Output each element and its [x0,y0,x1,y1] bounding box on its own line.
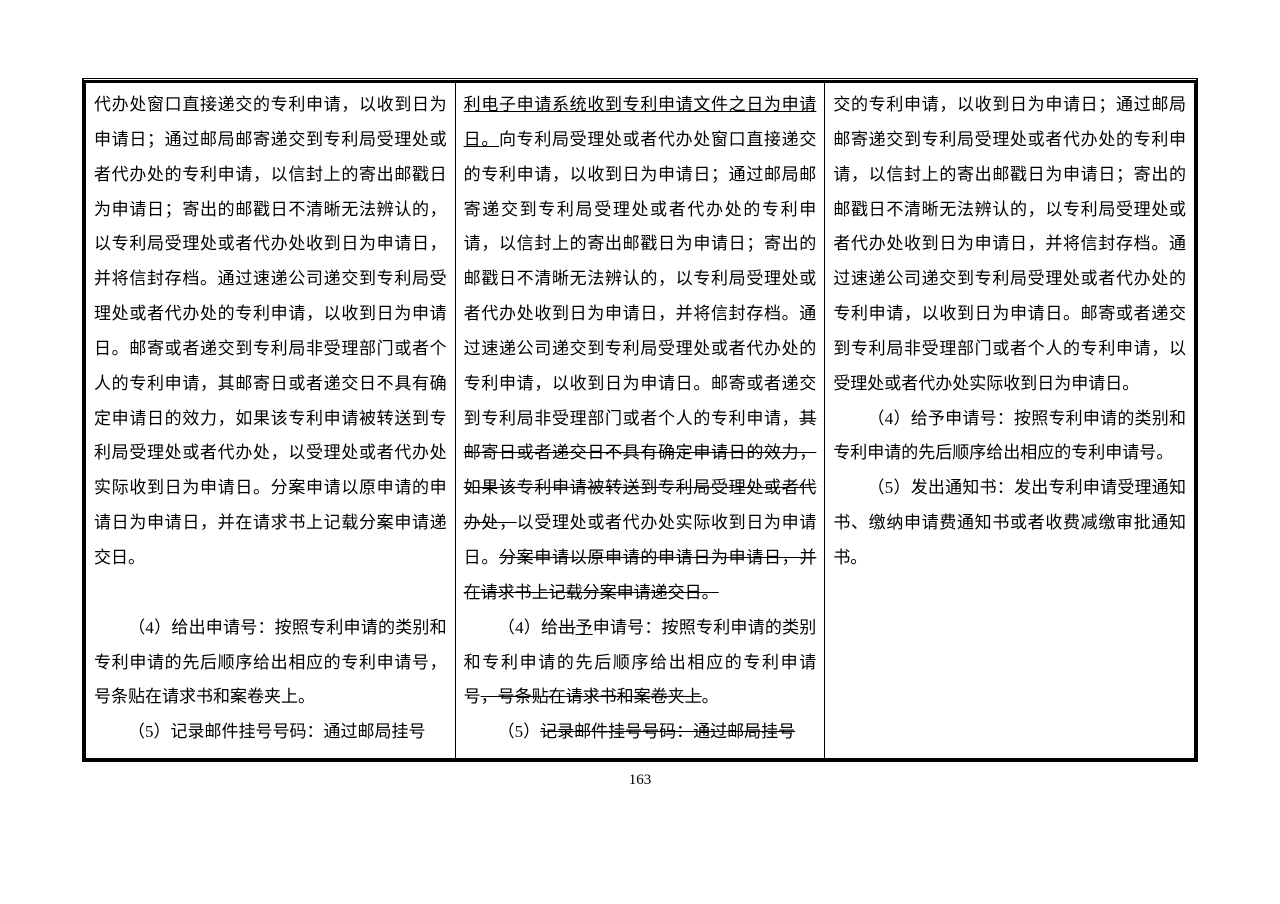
col2-p2-f: 。 [702,687,719,706]
col2-strike-5: 分案申请以原申请的申请日为申请日，并在请求书上记载分案申请递交日。 [464,548,817,602]
comparison-table-wrap: 代办处窗口直接递交的专利申请，以收到日为申请日；通过邮局邮寄递交到专利局受理处或… [82,78,1198,762]
col2-p2-c: 予 [575,618,592,637]
col1-para-3: （5）记录邮件挂号号码：通过邮局挂号 [128,722,426,741]
col2-text-2: 向专利局受理处或者代办处窗口直接递交的专利申请，以收到日为申请日；通过邮局邮寄递… [464,130,817,428]
comparison-table: 代办处窗口直接递交的专利申请，以收到日为申请日；通过邮局邮寄递交到专利局受理处或… [85,81,1195,759]
col2-p3-b: 记录邮件挂号号码：通过邮局挂号 [540,722,795,741]
document-page: 代办处窗口直接递交的专利申请，以收到日为申请日；通过邮局邮寄递交到专利局受理处或… [0,0,1280,904]
col1-para-1: 代办处窗口直接递交的专利申请，以收到日为申请日；通过邮局邮寄递交到专利局受理处或… [94,95,447,567]
col3-para-2: （4）给予申请号：按照专利申请的类别和专利申请的先后顺序给出相应的专利申请号。 [833,409,1186,463]
page-number: 163 [82,772,1198,789]
col3-para-3: （5）发出通知书：发出专利申请受理通知书、缴纳申请费通知书或者收费减缴审批通知书… [833,478,1186,567]
column-1: 代办处窗口直接递交的专利申请，以收到日为申请日；通过邮局邮寄递交到专利局受理处或… [86,82,456,759]
col3-para-1: 交的专利申请，以收到日为申请日；通过邮局邮寄递交到专利局受理处或者代办处的专利申… [833,95,1186,393]
col2-p2-e: ，号条贴在请求书和案卷夹上 [481,687,702,706]
col1-para-2: （4）给出申请号：按照专利申请的类别和专利申请的先后顺序给出相应的专利申请号，号… [94,618,447,707]
col2-p2-a: （4）给 [498,618,559,637]
column-2: 利电子申请系统收到专利申请文件之日为申请日。向专利局受理处或者代办处窗口直接递交… [455,82,825,759]
col2-p2-b: 出 [558,618,575,637]
col2-p3-a: （5） [498,722,541,741]
table-row: 代办处窗口直接递交的专利申请，以收到日为申请日；通过邮局邮寄递交到专利局受理处或… [86,82,1195,759]
column-3: 交的专利申请，以收到日为申请日；通过邮局邮寄递交到专利局受理处或者代办处的专利申… [825,82,1195,759]
